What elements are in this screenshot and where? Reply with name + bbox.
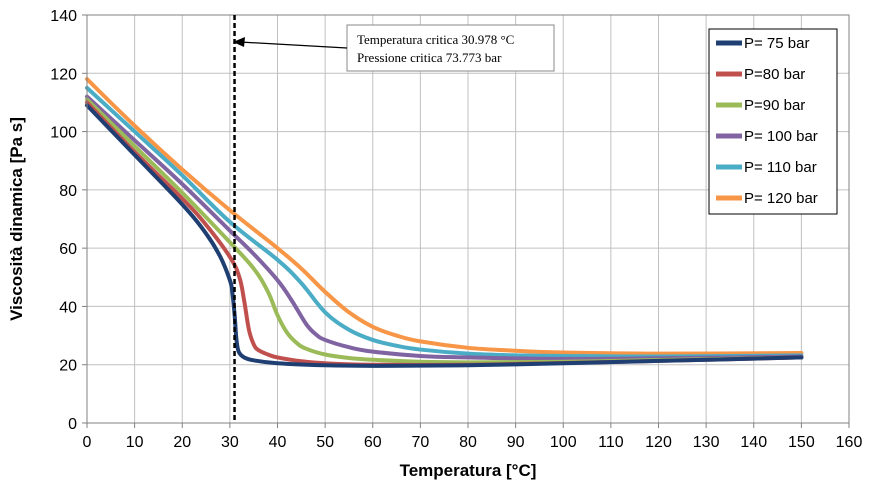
series-line-p-100-bar <box>85 94 804 361</box>
x-tick-label: 120 <box>645 434 672 451</box>
series-layer <box>85 77 804 368</box>
x-tick-label: 150 <box>788 434 815 451</box>
tick-layer: 0 10 20 30 40 50 60 70 80 90 100 110 120 130 140 150 160… <box>50 8 862 451</box>
critical-annotation: Temperatura critica 30.978 °C Pressione … <box>233 24 555 72</box>
legend-items: P= 75 bar P=80 bar P=90 bar P= 100 bar P= 11… <box>716 35 818 207</box>
annotation-line-1: Temperatura critica 30.978 °C <box>357 32 514 47</box>
series-line-p-110-bar <box>85 85 804 359</box>
y-tick-label: 80 <box>59 183 77 200</box>
legend-label: P= 75 bar <box>744 35 809 52</box>
x-tick-label: 140 <box>740 434 767 451</box>
legend-label: P=90 bar <box>744 97 805 114</box>
x-tick-label: 40 <box>269 434 287 451</box>
y-tick-label: 120 <box>50 66 77 83</box>
x-tick-label: 70 <box>411 434 429 451</box>
y-tick-label: 0 <box>68 416 77 433</box>
x-tick-label: 90 <box>507 434 525 451</box>
x-tick-label: 60 <box>364 434 382 451</box>
legend-label: P=80 bar <box>744 66 805 83</box>
y-tick-label: 140 <box>50 8 77 25</box>
x-tick-label: 80 <box>459 434 477 451</box>
x-tick-label: 10 <box>126 434 144 451</box>
x-tick-label: 0 <box>83 434 92 451</box>
legend: P= 75 bar P=80 bar P=90 bar P= 100 bar P= 11… <box>708 28 838 215</box>
annotation-box <box>346 24 555 72</box>
y-axis-title: Viscosità dinamica [Pa s] <box>7 117 26 321</box>
legend-label: P= 120 bar <box>744 190 818 207</box>
y-tick-label: 60 <box>59 241 77 258</box>
y-tick-label: 40 <box>59 299 77 316</box>
annotation-arrow <box>239 41 348 49</box>
x-tick-label: 160 <box>836 434 863 451</box>
y-tick-label: 20 <box>59 358 77 375</box>
annotation-arrow-head <box>233 37 245 47</box>
legend-label: P= 100 bar <box>744 128 818 145</box>
x-tick-label: 30 <box>221 434 239 451</box>
legend-label: P= 110 bar <box>744 159 817 176</box>
legend-box <box>708 28 838 215</box>
y-tick-label: 100 <box>50 125 77 142</box>
annotation-line-2: Pressione critica 73.773 bar <box>357 50 502 65</box>
x-tick-label: 100 <box>550 434 577 451</box>
x-tick-label: 130 <box>693 434 720 451</box>
series-line-p-120-bar <box>85 77 804 356</box>
x-axis-title: Temperatura [°C] <box>400 461 537 480</box>
x-tick-label: 20 <box>173 434 191 451</box>
series-line-p-75-bar <box>85 103 804 368</box>
x-tick-label: 110 <box>598 434 624 451</box>
x-tick-label: 50 <box>316 434 334 451</box>
